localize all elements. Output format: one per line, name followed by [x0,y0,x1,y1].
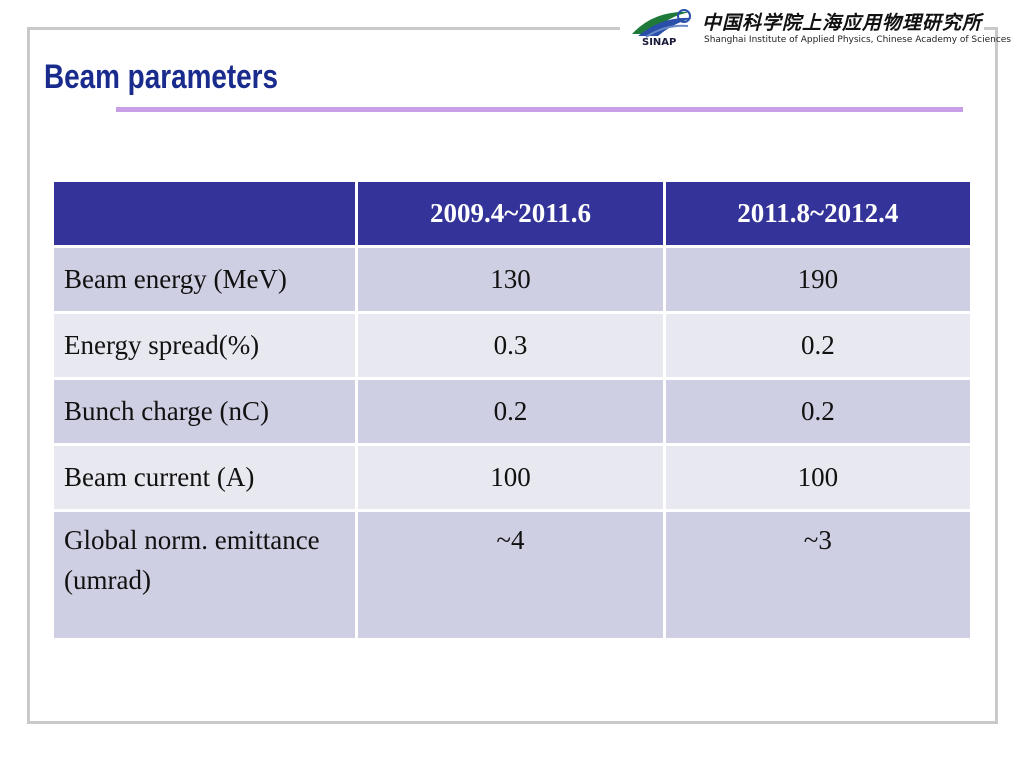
slide-frame [27,27,998,724]
table-row: Bunch charge (nC) 0.2 0.2 [50,377,974,446]
logo-english-name: Shanghai Institute of Applied Physics, C… [704,35,1011,45]
sinap-emblem-icon [632,9,692,38]
row-value: 190 [662,245,974,314]
beam-parameters-table: 2009.4~2011.6 2011.8~2012.4 Beam energy … [50,179,974,641]
row-value: 0.2 [662,311,974,380]
row-label: Global norm. emittance (umrad) [50,509,359,641]
row-label: Energy spread(%) [50,311,359,380]
row-label: Bunch charge (nC) [50,377,359,446]
sinap-logo: SINAP 中国科学院上海应用物理研究所 Shanghai Institute … [628,4,1011,52]
logo-chinese-name: 中国科学院上海应用物理研究所 [702,12,983,34]
row-value: 100 [355,443,666,512]
header-cell-blank [50,179,359,248]
table-row: Energy spread(%) 0.3 0.2 [50,311,974,380]
table-row: Global norm. emittance (umrad) ~4 ~3 [50,509,974,641]
row-label: Beam current (A) [50,443,359,512]
table-row: Beam energy (MeV) 130 190 [50,245,974,314]
row-value: 0.2 [355,377,666,446]
row-value: ~4 [355,509,666,641]
table-row: Beam current (A) 100 100 [50,443,974,512]
row-value: ~3 [662,509,974,641]
table-header-row: 2009.4~2011.6 2011.8~2012.4 [50,179,974,248]
header-cell-period-1: 2009.4~2011.6 [355,179,666,248]
row-value: 0.2 [662,377,974,446]
header-cell-period-2: 2011.8~2012.4 [662,179,974,248]
row-value: 0.3 [355,311,666,380]
logo-acronym: SINAP [642,37,677,48]
header-gap [620,22,984,34]
title-underline [116,107,963,112]
slide-title: Beam parameters [44,58,279,96]
row-value: 130 [355,245,666,314]
row-label: Beam energy (MeV) [50,245,359,314]
row-value: 100 [662,443,974,512]
